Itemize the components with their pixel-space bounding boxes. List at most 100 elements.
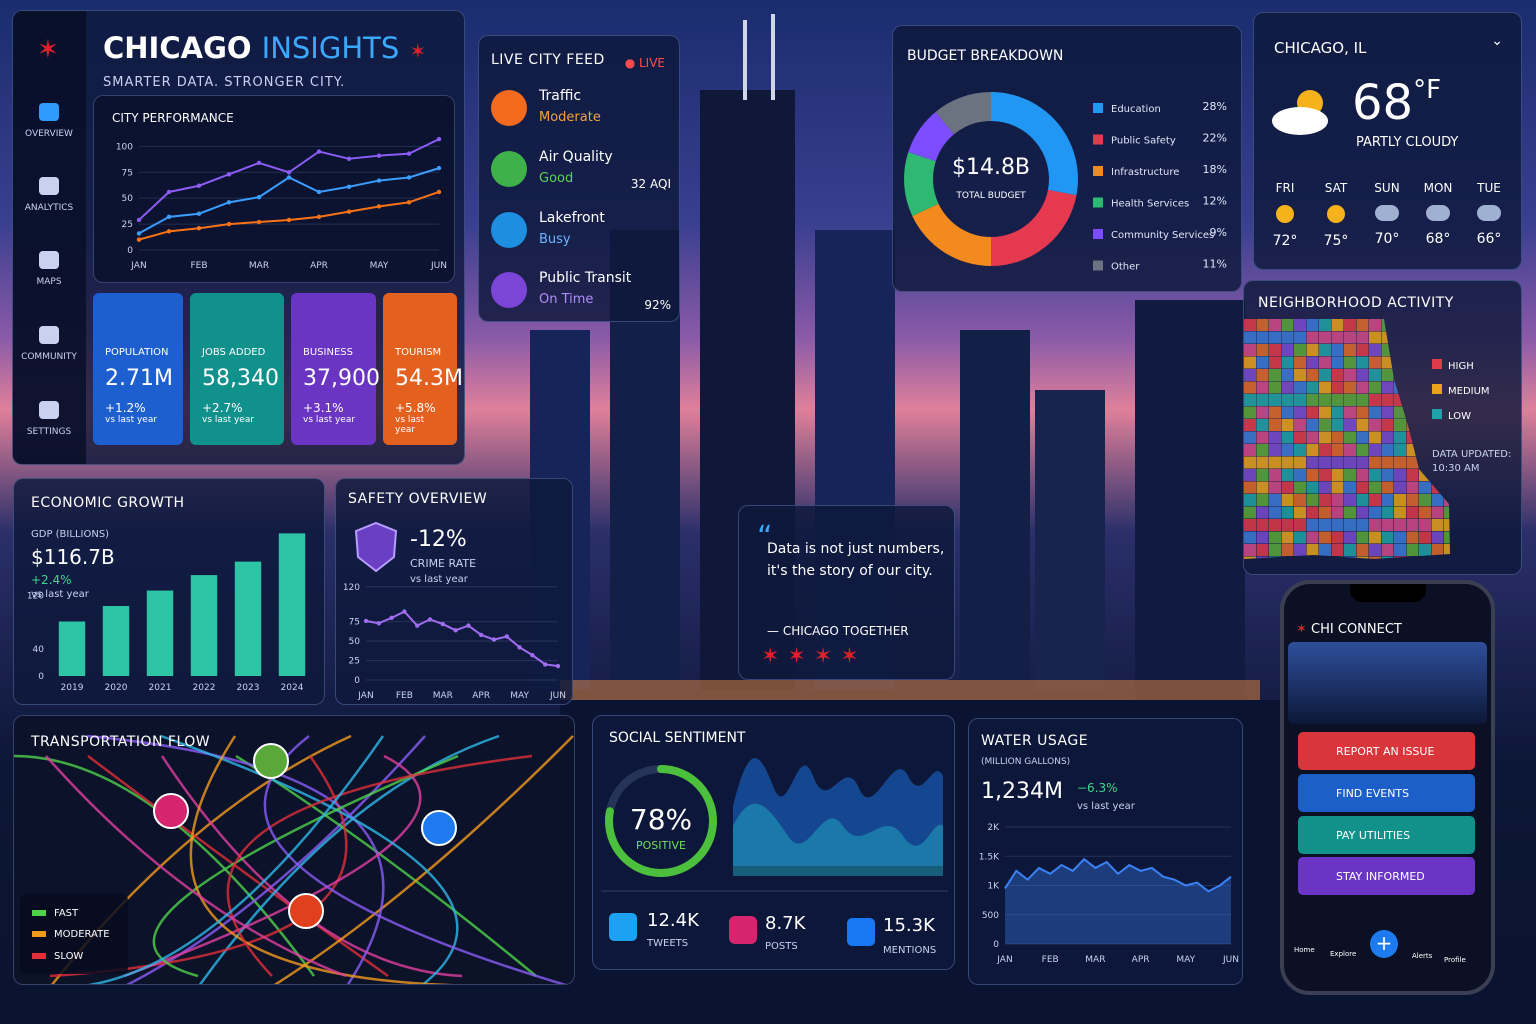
x-tick-label: JAN — [996, 955, 1012, 965]
nav-item[interactable]: Home — [1294, 946, 1315, 954]
map-cell — [1419, 381, 1431, 394]
nav-item[interactable]: OVERVIEW — [13, 103, 85, 139]
road — [152, 754, 459, 978]
kpi-value: 58,340 — [202, 366, 279, 391]
day-temp: 70° — [1374, 231, 1400, 247]
nav-item[interactable]: SETTINGS — [13, 401, 85, 437]
map-cell — [1281, 394, 1294, 406]
location: CHICAGO, IL — [1274, 39, 1367, 57]
add-button[interactable]: + — [1370, 930, 1398, 958]
map-cell — [1369, 419, 1381, 431]
donut-slice — [904, 152, 939, 217]
kpi-card: JOBS ADDED 58,340 +2.7% vs last year — [190, 293, 284, 445]
stat-value: 12.4K — [647, 910, 700, 931]
map-cell — [1394, 444, 1406, 456]
nav-item[interactable]: MAPS — [13, 251, 85, 287]
legend-item: LOW — [1432, 409, 1471, 422]
point — [427, 617, 433, 622]
map-cell — [1369, 394, 1381, 406]
map-cell — [1331, 394, 1344, 406]
map-cell — [1331, 356, 1344, 369]
map-cell — [1294, 356, 1306, 369]
dropdown[interactable]: ⌄ — [1491, 33, 1503, 49]
x-tick-label: FEB — [190, 261, 207, 271]
nav-item[interactable]: Alerts — [1412, 952, 1433, 960]
y-tick-label: 25 — [349, 657, 360, 667]
map-cell — [1306, 494, 1319, 506]
forecast-day: SUN 70° — [1362, 181, 1412, 247]
map-cell — [1419, 506, 1431, 519]
map-cell — [1256, 469, 1269, 481]
map-cell — [1281, 419, 1294, 431]
kpi-change: +1.2% — [105, 401, 146, 415]
point — [136, 237, 142, 242]
feed-item[interactable]: Air Quality Good 32 AQI — [491, 145, 671, 203]
point — [256, 219, 262, 225]
legend-swatch — [1093, 260, 1103, 271]
nav-item[interactable]: COMMUNITY — [13, 326, 85, 362]
legend-label: SLOW — [54, 951, 84, 962]
map-cell — [1281, 344, 1294, 356]
nav-item[interactable]: ANALYTICS — [13, 177, 85, 213]
map-cell — [1294, 481, 1306, 494]
map-cell — [1306, 431, 1319, 444]
map-cell — [1394, 456, 1406, 469]
action-button[interactable]: FIND EVENTS — [1298, 774, 1475, 812]
map-cell — [1394, 431, 1406, 444]
donut-slice — [908, 111, 955, 162]
map-cell — [1369, 381, 1381, 394]
map-cell — [1281, 531, 1294, 544]
live-feed: LIVE CITY FEED ● LIVE Traffic Moderate Ai… — [478, 35, 680, 322]
map-cell — [1244, 406, 1256, 419]
map-pin[interactable] — [288, 893, 324, 929]
value-label: 12% — [1203, 195, 1227, 208]
map-pin[interactable] — [153, 793, 189, 829]
feed-item[interactable]: Public Transit On Time 92% — [491, 266, 671, 321]
legend-label: Infrastructure — [1111, 167, 1179, 178]
map-cell — [1444, 319, 1450, 331]
x-tick-label: 2024 — [281, 683, 304, 693]
legend-swatch — [1432, 409, 1442, 419]
feed-item[interactable]: Traffic Moderate — [491, 84, 671, 142]
action-button[interactable]: STAY INFORMED — [1298, 857, 1475, 895]
legend-label: Public Safety — [1111, 136, 1176, 147]
nav-item[interactable]: Profile — [1444, 956, 1466, 964]
bar — [146, 590, 174, 676]
action-button[interactable]: REPORT AN ISSUE — [1298, 732, 1475, 770]
legend-label: MEDIUM — [1448, 386, 1490, 397]
kpi-value: 2.71M — [105, 366, 173, 391]
map-cell — [1356, 494, 1369, 506]
map-cell — [1256, 531, 1269, 544]
action-button[interactable]: PAY UTILITIES — [1298, 816, 1475, 854]
point — [517, 645, 522, 650]
feed-icon — [491, 90, 527, 126]
x-tick-label: APR — [1132, 955, 1150, 965]
y-tick-label: 50 — [349, 637, 361, 647]
legend-label: MODERATE — [54, 929, 110, 940]
map-pin[interactable] — [421, 810, 457, 846]
kpi-label: JOBS ADDED — [202, 347, 266, 358]
map-cell — [1344, 469, 1356, 481]
map-cell — [1256, 519, 1269, 531]
map-cell — [1431, 506, 1444, 519]
map-cell — [1294, 444, 1306, 456]
sun-icon — [1327, 205, 1345, 223]
map-cell — [1356, 431, 1369, 444]
map-cell — [1294, 394, 1306, 406]
donut-slice — [935, 92, 991, 135]
map-cell — [1344, 481, 1356, 494]
map-cell — [1306, 344, 1319, 356]
feed-item[interactable]: Lakefront Busy — [491, 206, 671, 264]
nav-item[interactable]: Explore — [1330, 950, 1357, 958]
map-cell — [1406, 406, 1419, 419]
map-cell — [1319, 556, 1331, 559]
y-tick-label: 2K — [987, 823, 1000, 833]
map-cell — [1244, 431, 1256, 444]
map-cell — [1281, 431, 1294, 444]
panel-title: SAFETY OVERVIEW — [348, 491, 488, 507]
map-cell — [1369, 431, 1381, 444]
kpi-note: vs last year — [202, 415, 255, 425]
gauge-value: 78% — [630, 803, 692, 836]
map-pin[interactable] — [253, 743, 289, 779]
